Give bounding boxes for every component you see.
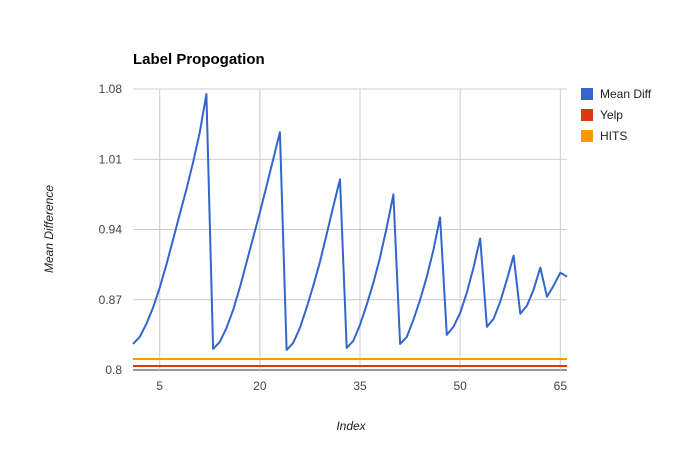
- legend-swatch-hits: [581, 130, 593, 142]
- legend-label-mean-diff: Mean Diff: [600, 87, 652, 101]
- grid: [133, 88, 567, 371]
- x-tick-label: 20: [253, 379, 267, 393]
- legend-swatch-mean-diff: [581, 88, 593, 100]
- legend-label-hits: HITS: [600, 129, 627, 143]
- y-tick-label: 0.8: [105, 363, 122, 377]
- series-line-mean-diff: [132, 93, 568, 351]
- chart-title: Label Propogation: [133, 51, 265, 68]
- legend: Mean Diff Yelp HITS: [581, 87, 652, 143]
- x-tick-label: 35: [353, 379, 367, 393]
- y-tick-label: 1.01: [99, 152, 123, 166]
- y-tick-label: 0.87: [99, 293, 123, 307]
- series-layer: [132, 93, 568, 367]
- y-axis-label: Mean Difference: [42, 185, 56, 273]
- axes: 0.8 0.87 0.94 1.01 1.08 5 20 35 50 65: [99, 82, 568, 393]
- x-tick-label: 65: [554, 379, 568, 393]
- legend-label-yelp: Yelp: [600, 108, 623, 122]
- y-tick-label: 0.94: [99, 223, 123, 237]
- y-tick-label: 1.08: [99, 82, 123, 96]
- x-tick-label: 5: [156, 379, 163, 393]
- legend-swatch-yelp: [581, 109, 593, 121]
- x-axis-label: Index: [336, 419, 366, 433]
- x-tick-label: 50: [453, 379, 467, 393]
